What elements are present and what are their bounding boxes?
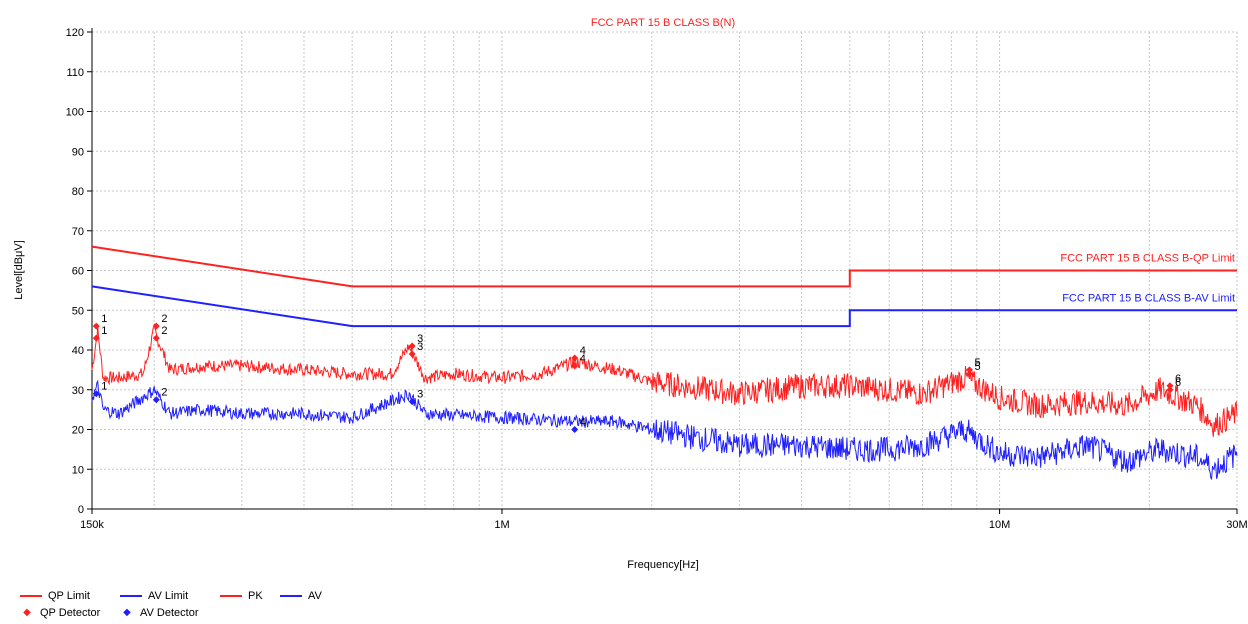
y-tick-label: 20 xyxy=(72,425,84,437)
qp-detector-marker-label: 5 xyxy=(974,357,980,369)
y-tick-label: 30 xyxy=(72,385,84,397)
y-tick-label: 0 xyxy=(78,504,84,516)
legend-item-av-limit: AV Limit xyxy=(120,590,188,602)
emission-chart: FCC PART 15 B CLASS B(N) Level[dBμV] Fre… xyxy=(13,17,1248,571)
av-detector-marker-label: 2 xyxy=(161,387,167,399)
y-tick-label: 60 xyxy=(72,266,84,278)
legend-label: QP Limit xyxy=(48,590,90,602)
legend-label: AV xyxy=(308,590,322,602)
y-tick-label: 50 xyxy=(72,305,84,317)
legend-item-pk: PK xyxy=(220,590,263,602)
pk-marker xyxy=(1166,386,1174,394)
series-av xyxy=(91,379,1238,481)
y-tick-label: 70 xyxy=(72,226,84,238)
legend-label: PK xyxy=(248,590,263,602)
legend-swatch xyxy=(280,595,302,597)
axes: 0 10 20 30 40 50 60 70 80 90 100 110 120 150k 1M 10M 30M xyxy=(66,27,1248,531)
pk-marker xyxy=(408,350,416,358)
qp-detector-marker xyxy=(571,354,579,362)
diamond-icon: ◆ xyxy=(123,607,131,618)
av-detector-marker-label: 4 xyxy=(580,417,586,429)
av-detector-marker-label: 1 xyxy=(101,381,107,393)
qp-detector-marker xyxy=(92,322,100,330)
legend-label: AV Limit xyxy=(148,590,189,602)
chart-title: FCC PART 15 B CLASS B(N) xyxy=(591,17,735,29)
pk-marker xyxy=(571,362,579,370)
qp-detector-marker-label: 6 xyxy=(1175,373,1181,385)
x-tick-label: 10M xyxy=(989,519,1010,531)
pk-marker xyxy=(92,334,100,342)
y-axis-label: Level[dBμV] xyxy=(13,240,25,300)
y-tick-label: 10 xyxy=(72,464,84,476)
y-tick-label: 120 xyxy=(66,27,84,39)
av-detector-marker xyxy=(92,390,100,398)
y-tick-label: 110 xyxy=(66,67,84,79)
x-tick-label: 30M xyxy=(1226,519,1247,531)
limit-labels: FCC PART 15 B CLASS B-QP Limit FCC PART 1… xyxy=(1060,253,1235,305)
pk-marker-label: 5 xyxy=(974,361,980,373)
x-axis-label: Frequency[Hz] xyxy=(627,559,699,571)
grid xyxy=(92,31,1238,510)
qp-detector-marker xyxy=(152,322,160,330)
av-limit-label: FCC PART 15 B CLASS B-AV Limit xyxy=(1062,292,1235,304)
pk-marker xyxy=(965,370,973,378)
markers: 1 2 3 4 5 6 1 2 3 4 5 6 1 2 3 4 xyxy=(92,313,1181,433)
y-tick-label: 40 xyxy=(72,345,84,357)
legend-swatch xyxy=(120,595,142,597)
legend-swatch xyxy=(20,595,42,597)
qp-detector-marker xyxy=(965,366,973,374)
diamond-icon: ◆ xyxy=(23,607,31,618)
av-detector-marker-label: 3 xyxy=(417,389,423,401)
series-pk xyxy=(91,322,1238,437)
pk-marker-label: 6 xyxy=(1175,377,1181,389)
y-tick-label: 100 xyxy=(66,107,84,119)
legend-item-av: AV xyxy=(280,590,322,602)
series-av-limit xyxy=(91,285,1237,328)
legend: QP Limit AV Limit PK AV ◆ QP Detector ◆ … xyxy=(20,590,540,624)
qp-detector-marker-label: 4 xyxy=(580,345,586,357)
av-detector-marker xyxy=(571,426,579,433)
qp-limit-label: FCC PART 15 B CLASS B-QP Limit xyxy=(1060,253,1235,265)
pk-marker xyxy=(152,334,160,342)
pk-marker-label: 3 xyxy=(417,341,423,353)
legend-item-qp-limit: QP Limit xyxy=(20,590,90,602)
series-qp-limit xyxy=(91,245,1237,288)
pk-marker-label: 2 xyxy=(161,325,167,337)
qp-detector-marker-label: 3 xyxy=(417,333,423,345)
x-tick-label: 1M xyxy=(494,519,509,531)
qp-detector-marker xyxy=(408,342,416,350)
legend-label: AV Detector xyxy=(140,607,199,619)
x-tick-label: 150k xyxy=(80,519,104,531)
pk-marker-label: 4 xyxy=(580,353,586,365)
av-detector-marker xyxy=(408,398,416,406)
y-tick-label: 80 xyxy=(72,186,84,198)
qp-detector-marker-label: 1 xyxy=(101,313,107,325)
qp-detector-marker xyxy=(1166,382,1174,390)
legend-label: QP Detector xyxy=(40,607,101,619)
legend-swatch xyxy=(220,595,242,597)
pk-marker-label: 1 xyxy=(101,325,107,337)
legend-item-qp-detector: ◆ QP Detector xyxy=(20,607,100,619)
legend-item-av-detector: ◆ AV Detector xyxy=(120,607,199,619)
qp-detector-marker-label: 2 xyxy=(161,313,167,325)
y-tick-label: 90 xyxy=(72,146,84,158)
series-group xyxy=(91,245,1238,481)
av-detector-marker xyxy=(152,396,160,404)
